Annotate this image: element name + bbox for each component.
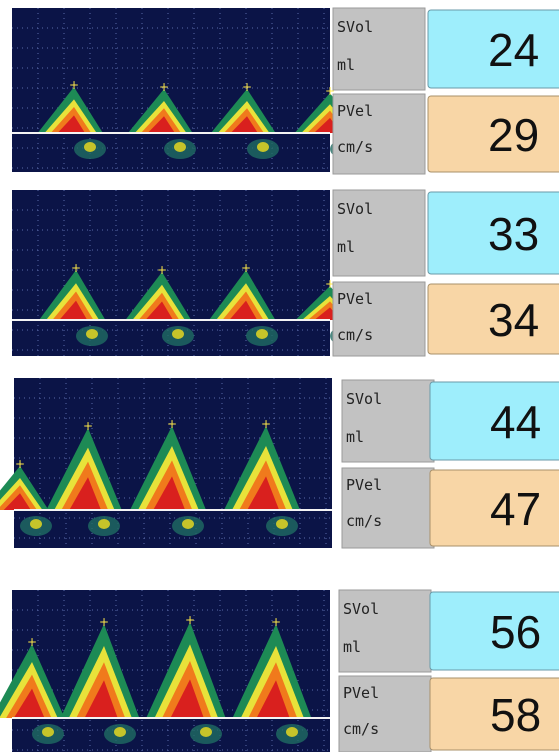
flow-blob <box>174 142 186 152</box>
flow-blob <box>86 329 98 339</box>
svol-value: 33 <box>488 208 539 260</box>
pvel-value: 47 <box>490 483 541 535</box>
panel: + + + + SVol ml PVel cm/s 44 47 <box>0 378 559 548</box>
peak-marker: + <box>157 263 167 277</box>
pvel-label: PVel <box>346 476 382 494</box>
peak-marker: + <box>167 417 177 431</box>
flow-blob <box>200 727 212 737</box>
flow-blob <box>172 329 184 339</box>
flow-blob <box>257 142 269 152</box>
pvel-label: PVel <box>337 102 373 120</box>
doppler-image: ++++ <box>12 190 362 356</box>
flow-blob <box>98 519 110 529</box>
flow-blob <box>256 329 268 339</box>
flow-blob <box>286 727 298 737</box>
peak-marker: + <box>242 80 252 94</box>
peak-marker: + <box>83 419 93 433</box>
flow-blob <box>42 727 54 737</box>
panel: + + + + SVol ml PVel cm/s 56 58 <box>0 590 559 752</box>
svol-value: 24 <box>488 24 539 76</box>
peak-marker: + <box>69 78 79 92</box>
pvel-unit: cm/s <box>337 138 373 156</box>
doppler-image: + + + + <box>0 378 332 548</box>
pvel-value: 34 <box>488 294 539 346</box>
peak-marker: + <box>185 613 195 627</box>
peak-marker: + <box>261 417 271 431</box>
pvel-value: 29 <box>488 109 539 161</box>
flow-blob <box>276 519 288 529</box>
pvel-label: PVel <box>337 290 373 308</box>
peak-marker: + <box>271 615 281 629</box>
svol-unit: ml <box>337 56 355 74</box>
flow-blob <box>114 727 126 737</box>
peak-marker: + <box>99 615 109 629</box>
svol-label: SVol <box>346 390 382 408</box>
pvel-value: 58 <box>490 689 541 741</box>
svol-unit: ml <box>337 238 355 256</box>
svol-label: SVol <box>337 200 373 218</box>
pvel-unit: cm/s <box>337 326 373 344</box>
flow-blob <box>84 142 96 152</box>
peak-marker: + <box>159 80 169 94</box>
pvel-label: PVel <box>343 684 379 702</box>
page: {"panels": [ {"svol_label": "SVol", "svo… <box>0 0 559 752</box>
flow-blob <box>182 519 194 529</box>
svol-unit: ml <box>346 428 364 446</box>
pvel-unit: cm/s <box>343 720 379 738</box>
doppler-image: ++++ <box>12 8 362 172</box>
svol-value: 56 <box>490 606 541 658</box>
doppler-image: + + + + <box>0 590 330 752</box>
screen: + + + + SVol ml PVel cm/s 24 29 + + + + SVol ml PVel cm/s… <box>0 0 559 752</box>
peak-marker: + <box>15 457 25 471</box>
svol-label: SVol <box>343 600 379 618</box>
svol-value: 44 <box>490 396 541 448</box>
svol-label: SVol <box>337 18 373 36</box>
pvel-unit: cm/s <box>346 512 382 530</box>
svol-unit: ml <box>343 638 361 656</box>
peak-marker: + <box>241 261 251 275</box>
peak-marker: + <box>71 261 81 275</box>
peak-marker: + <box>27 635 37 649</box>
flow-blob <box>30 519 42 529</box>
